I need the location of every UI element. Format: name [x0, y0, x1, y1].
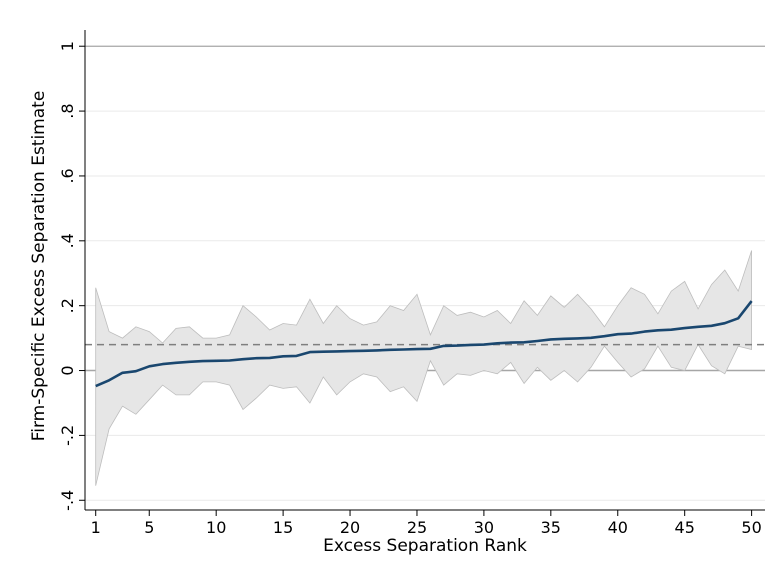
y-tick-label: .4 [58, 233, 77, 248]
x-tick-label: 45 [675, 518, 695, 537]
x-tick-label: 50 [741, 518, 761, 537]
y-tick-label: 1 [58, 41, 77, 51]
confidence-band-area [95, 250, 752, 486]
y-tick-label: .6 [58, 168, 77, 183]
estimate-series [95, 300, 753, 388]
axes: 1.8.6.4.20-.2-.41 5 10 15 20 25 30 35 40 45 50 [58, 30, 765, 537]
x-tick-label: 30 [474, 518, 494, 537]
x-tick-label: 15 [273, 518, 293, 537]
x-tick-label: 25 [407, 518, 427, 537]
x-tick-label: 20 [340, 518, 360, 537]
x-tick-label: 35 [541, 518, 561, 537]
y-tick-label: .8 [58, 103, 77, 118]
y-tick-label: -.4 [58, 490, 77, 511]
y-axis-title: Firm-Specific Excess Separation Estimate [29, 91, 49, 442]
x-tick-label: 40 [608, 518, 628, 537]
x-axis-title: Excess Separation Rank [323, 536, 527, 556]
y-tick-label: .2 [58, 298, 77, 313]
x-tick-label: 5 [144, 518, 154, 537]
confidence-band [95, 250, 752, 486]
y-tick-label: -.2 [58, 425, 77, 446]
x-tick-label: 1 [91, 518, 101, 537]
x-tick-label: 10 [206, 518, 226, 537]
y-tick-label: 0 [58, 365, 77, 375]
estimate-line [95, 300, 753, 388]
